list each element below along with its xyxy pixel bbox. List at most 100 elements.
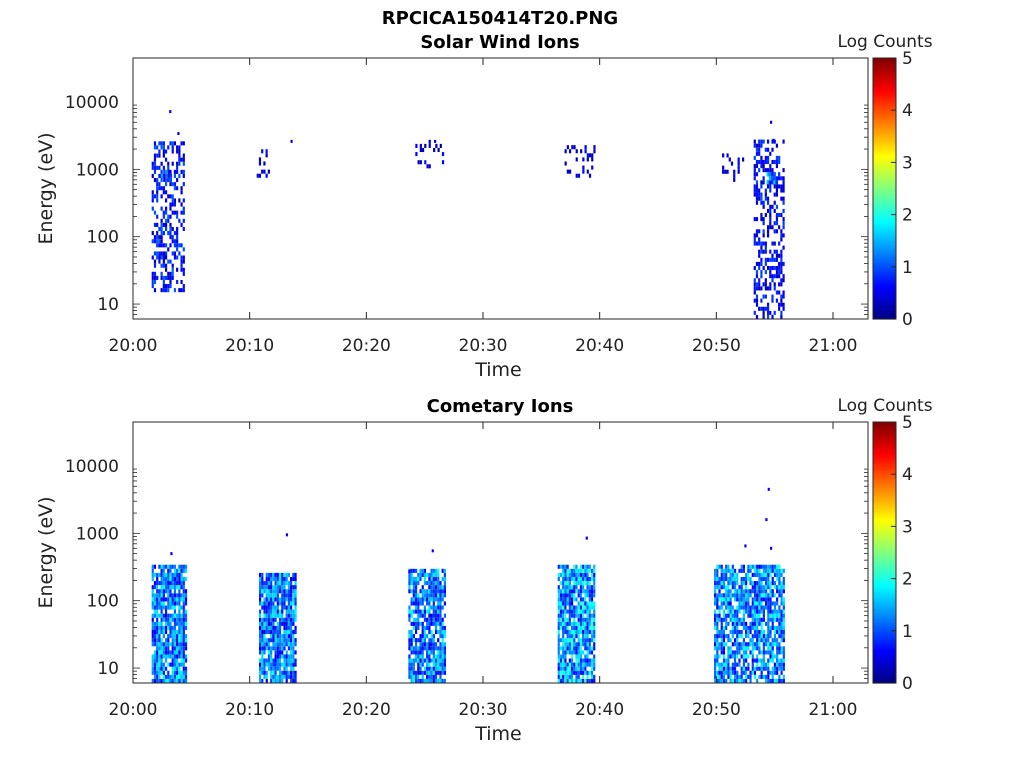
colorbar-segment (873, 517, 896, 521)
spectrogram-cell (158, 581, 161, 586)
spectrogram-cell (769, 572, 772, 577)
spectrogram-cell (720, 670, 723, 675)
colorbar-segment (873, 240, 896, 244)
spectrogram-cell (562, 658, 565, 663)
spectrogram-cell (173, 670, 177, 675)
spectrogram-cell (281, 654, 284, 659)
spectrogram-cell (725, 568, 728, 573)
spectrogram-cell (577, 568, 580, 573)
colorbar-segment (873, 619, 896, 623)
spectrogram-cell (426, 601, 429, 606)
spectrogram-cell (176, 145, 179, 150)
spectrogram-cell (575, 613, 578, 618)
spectrogram-cell (423, 576, 427, 582)
spectrogram-cell (276, 597, 279, 602)
spectrogram-cell (414, 585, 418, 590)
spectrogram-cell (745, 589, 748, 594)
spectrogram-cell (153, 666, 157, 671)
colorbar-segment (873, 203, 896, 207)
spectrogram-cell (153, 259, 157, 264)
spectrogram-cell (749, 564, 752, 569)
spectrogram-cell (564, 638, 567, 643)
spectrogram-cell (417, 576, 420, 582)
spectrogram-cell (559, 581, 563, 586)
spectrogram-cell (182, 589, 185, 594)
spectrogram-cell (171, 597, 174, 602)
colorbar-segment (873, 121, 896, 124)
spectrogram-cell (762, 564, 765, 569)
spectrogram-cell (285, 617, 288, 622)
spectrogram-cell (423, 638, 427, 643)
spectrogram-cell (771, 613, 774, 618)
spectrogram-cell (156, 255, 159, 260)
spectrogram-cell (153, 161, 157, 166)
spectrogram-cell (776, 601, 779, 606)
spectrogram-cell (281, 674, 284, 679)
colorbar-segment (873, 487, 896, 491)
spectrogram-cell (417, 605, 420, 610)
spectrogram-cell (557, 564, 560, 569)
spectrogram-cell (745, 572, 748, 577)
spectrogram-cell (265, 605, 268, 610)
spectrogram-cell (180, 255, 183, 260)
spectrogram-cell (718, 634, 721, 639)
spectrogram-cell (782, 176, 785, 181)
spectrogram-cell (714, 585, 717, 590)
spectrogram-cell (740, 568, 743, 573)
spectrogram-cell (760, 298, 763, 303)
spectrogram-cell (178, 251, 181, 256)
spectrogram-cell (727, 605, 730, 610)
spectrogram-cell (722, 585, 726, 590)
spectrogram-cell (771, 589, 774, 594)
spectrogram-cell (760, 286, 763, 291)
spectrogram-cell (180, 572, 183, 577)
spectrogram-cell (579, 605, 583, 610)
plot-area (133, 422, 868, 683)
spectrogram-cell (755, 261, 759, 266)
spectrogram-cell (725, 585, 728, 590)
colorbar-segment (873, 574, 896, 578)
spectrogram-cell (434, 678, 438, 683)
spectrogram-cell (156, 243, 159, 248)
spectrogram-cell (263, 674, 266, 679)
spectrogram-cell (766, 168, 770, 173)
spectrogram-cell (778, 634, 781, 639)
spectrogram-cell (430, 634, 433, 639)
spectrogram-cell (408, 638, 411, 643)
spectrogram-cell (566, 629, 569, 635)
spectrogram-cell (718, 581, 721, 586)
spectrogram-cell (171, 646, 174, 651)
spectrogram-cell (593, 589, 596, 594)
spectrogram-cell (294, 597, 297, 602)
spectrogram-cell (428, 678, 431, 683)
spectrogram-cell (439, 670, 442, 675)
spectrogram-cell (714, 625, 717, 630)
spectrogram-cell (430, 670, 433, 675)
spectrogram-cell (292, 678, 295, 683)
spectrogram-cell (749, 650, 752, 655)
spectrogram-cell (767, 601, 770, 606)
spectrogram-cell (180, 581, 183, 586)
spectrogram-cell (731, 629, 734, 635)
spectrogram-cell (780, 261, 783, 266)
spectrogram-cell (287, 662, 291, 667)
spectrogram-cell (764, 568, 768, 573)
spectrogram-cell (180, 678, 183, 683)
spectrogram-cell (773, 180, 776, 185)
spectrogram-cell (153, 165, 157, 170)
spectrogram-cell (421, 674, 424, 679)
spectrogram-cell (720, 662, 723, 667)
spectrogram-cell (173, 613, 177, 618)
spectrogram-cell (178, 678, 181, 683)
spectrogram-cell (773, 642, 777, 647)
spectrogram-cell (162, 210, 165, 215)
colorbar-segment (873, 58, 896, 61)
spectrogram-cell (414, 568, 418, 573)
colorbar-segment (873, 101, 896, 105)
spectrogram-cell (176, 149, 179, 154)
spectrogram-cell (582, 157, 585, 162)
spectrogram-cell (156, 642, 159, 647)
colorbar-segment (873, 519, 896, 523)
spectrogram-cell (714, 613, 717, 618)
colorbar-segment (873, 147, 896, 150)
